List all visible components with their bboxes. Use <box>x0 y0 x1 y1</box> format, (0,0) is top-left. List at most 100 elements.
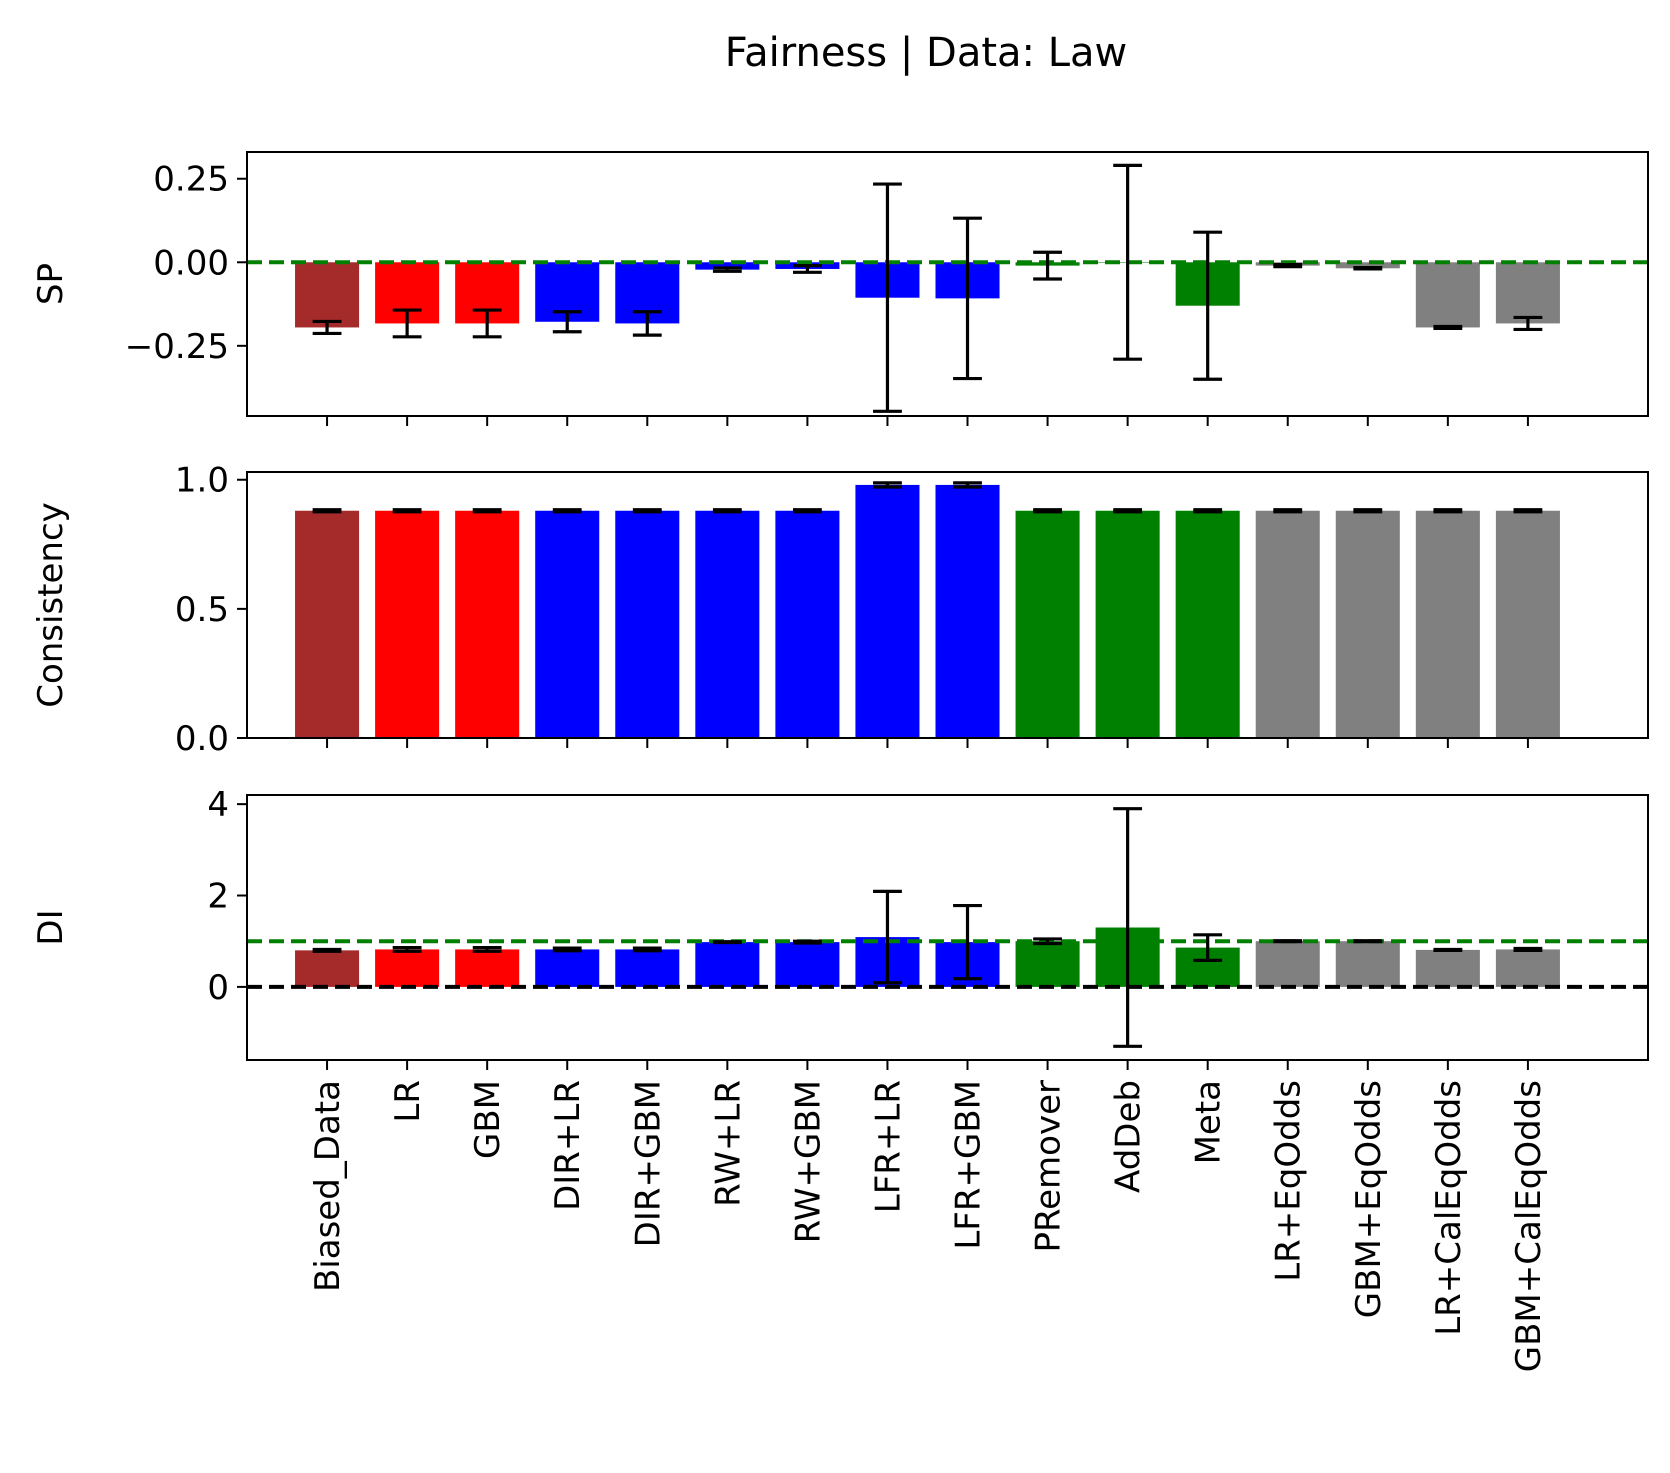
error-bar <box>792 939 822 945</box>
error-bar <box>1353 939 1383 944</box>
error-bar <box>472 308 502 339</box>
bar <box>455 949 520 987</box>
error-bar <box>312 508 342 514</box>
error-bar <box>1113 807 1143 1048</box>
error-bar <box>472 508 502 514</box>
bar <box>935 484 1000 738</box>
bar <box>1415 510 1480 738</box>
error-bar <box>1033 937 1062 946</box>
bar <box>535 510 600 738</box>
y-axis-label: DI <box>31 909 71 945</box>
x-tick-label: DIR+LR <box>548 1080 588 1211</box>
x-tick-label: RW+GBM <box>788 1080 828 1243</box>
bar <box>695 942 760 987</box>
error-bar <box>1113 508 1143 514</box>
error-bar <box>1113 163 1143 361</box>
error-bar <box>632 946 662 953</box>
x-tick-label: DIR+GBM <box>628 1080 668 1247</box>
error-bar <box>1513 508 1543 514</box>
axes-frame <box>246 471 1649 739</box>
error-bar <box>953 481 982 489</box>
x-tick-label: GBM+CalEqOdds <box>1509 1080 1549 1372</box>
x-tick-label: LR+EqOdds <box>1269 1080 1309 1282</box>
bar <box>855 484 920 738</box>
bar <box>535 949 600 987</box>
error-bar <box>712 940 742 945</box>
error-bar <box>552 310 582 334</box>
plot-area <box>295 481 1560 738</box>
bar <box>1495 510 1560 738</box>
panel-sp: 0.25 0.00 −0.25 SP <box>31 151 1649 426</box>
bar <box>295 950 360 987</box>
error-bar <box>1193 508 1223 514</box>
axes-frame <box>246 794 1649 1061</box>
y-tick-label: 0.0 <box>175 719 229 759</box>
error-bar <box>552 508 582 514</box>
x-tick-label: Meta <box>1189 1080 1229 1164</box>
y-tick-label: 0.5 <box>175 590 229 630</box>
bar <box>1175 510 1240 738</box>
error-bar <box>1433 324 1463 331</box>
bar <box>375 949 440 987</box>
error-bar <box>953 903 982 981</box>
bar <box>1015 941 1080 987</box>
y-axis-label: SP <box>31 263 71 305</box>
bar <box>295 510 360 738</box>
bar <box>1495 949 1560 987</box>
bar <box>1495 262 1560 324</box>
error-bar <box>312 319 342 336</box>
x-tick-label: AdDeb <box>1109 1080 1149 1193</box>
figure-title: Fairness | Data: Law <box>725 30 1127 76</box>
error-bar <box>1353 508 1383 514</box>
bar <box>1335 262 1400 269</box>
bar <box>1255 510 1320 738</box>
error-bar <box>392 308 422 339</box>
bar <box>1015 510 1080 738</box>
bar <box>615 949 680 987</box>
error-bar <box>712 508 742 514</box>
error-bar <box>873 481 902 489</box>
bar <box>295 262 360 328</box>
error-bar <box>1033 250 1062 281</box>
bar <box>695 510 760 738</box>
panels-group: 0.25 0.00 −0.25 SP 1.0 0.5 0.0 Consistency 4 2 0 DI… <box>31 151 1649 1372</box>
error-bar <box>1273 939 1303 944</box>
y-tick-label: 0 <box>207 968 229 1008</box>
error-bar <box>873 182 902 413</box>
x-tick-label: RW+LR <box>708 1080 748 1207</box>
x-tick-label: Biased_Data <box>308 1080 348 1292</box>
error-bar <box>392 946 422 953</box>
error-bar <box>1513 315 1543 332</box>
x-tick-label: LFR+GBM <box>949 1080 989 1250</box>
bar <box>775 510 840 738</box>
axes-frame <box>246 151 1649 417</box>
y-tick-label: 0.25 <box>153 160 229 200</box>
x-tick-label: LFR+LR <box>868 1080 908 1213</box>
x-tick-label: LR <box>388 1080 428 1123</box>
error-bar <box>632 508 662 514</box>
y-axis-label: Consistency <box>31 502 71 708</box>
error-bar <box>1193 230 1223 381</box>
panel-di: 4 2 0 DI Biased_Data LR GBM DIR+LR DIR+GBM RW+LR R… <box>31 785 1649 1372</box>
error-bar <box>392 508 422 514</box>
y-tick-label: 1.0 <box>175 461 229 501</box>
bar <box>775 942 840 987</box>
error-bar <box>792 508 822 514</box>
bar <box>1335 941 1400 987</box>
x-tick-label: LR+CalEqOdds <box>1429 1080 1469 1336</box>
y-tick-label: −0.25 <box>125 327 229 367</box>
bar <box>695 262 760 270</box>
bar <box>615 510 680 738</box>
error-bar <box>1513 946 1543 952</box>
error-bar <box>1433 508 1463 514</box>
error-bar <box>1273 263 1303 269</box>
bar <box>375 510 440 738</box>
error-bar <box>712 266 742 273</box>
bar <box>455 510 520 738</box>
plot-area <box>247 163 1648 413</box>
error-bar <box>632 310 662 337</box>
error-bar <box>1193 933 1223 962</box>
y-tick-label: 2 <box>207 877 229 917</box>
error-bar <box>552 946 582 953</box>
